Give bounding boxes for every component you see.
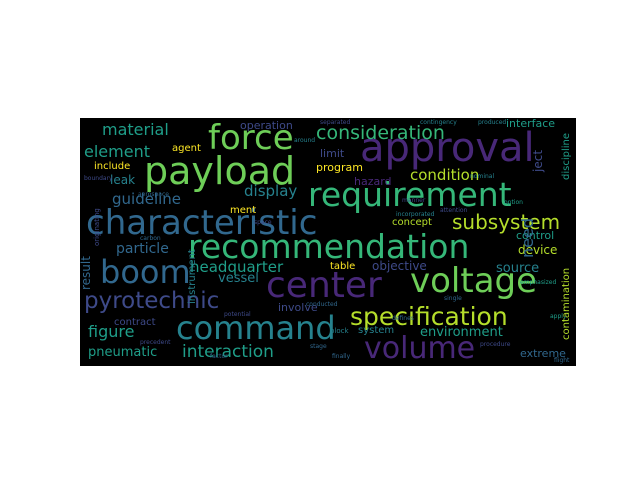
word-device: device (518, 243, 558, 257)
word-factor: factor (210, 353, 228, 360)
word-concept: concept (392, 217, 432, 228)
word-characteristic: characteristic (86, 203, 318, 243)
word-volume: volume (364, 331, 476, 366)
word-ject: ject (531, 149, 545, 172)
word-condition: condition (410, 166, 480, 184)
word-requirement: requirement (308, 175, 512, 214)
word-leak: leak (110, 173, 136, 187)
word-control: control (516, 229, 555, 242)
word-apply: apply (550, 313, 567, 320)
word-aerospace: aerospace (138, 191, 169, 198)
word-need: need (518, 218, 537, 258)
word-extreme: extreme (520, 347, 566, 360)
word-subsystem: subsystem (452, 210, 561, 234)
word-program: program (316, 161, 363, 174)
word-interaction: interaction (182, 342, 274, 362)
word-system: system (358, 325, 395, 336)
word-originating: originating (93, 208, 101, 246)
word-contract: contract (114, 317, 156, 328)
word-produced: produced (478, 119, 507, 126)
word-incorporated: incorporated (396, 211, 435, 218)
word-discipline: discipline (561, 132, 572, 180)
word-interface: interface (506, 118, 556, 130)
word-guideline: guideline (112, 190, 182, 208)
word-element: element (84, 142, 150, 161)
word-hazard: hazard (354, 175, 392, 188)
word-particle: particle (116, 241, 169, 257)
word-operation: operation (240, 119, 293, 132)
word-headquarter: headquarter (190, 258, 284, 276)
word-procedure: procedure (480, 341, 511, 348)
word-option: option (504, 199, 523, 206)
word-defines: defines (392, 315, 414, 322)
word-single: single (444, 295, 462, 302)
word-stage: stage (310, 343, 327, 350)
word-precedent: precedent (140, 339, 171, 346)
word-figure: figure (88, 322, 135, 341)
word-source: source (496, 261, 540, 276)
word-block: block (330, 327, 349, 335)
word-voltage: voltage (410, 261, 538, 301)
word-include: include (94, 161, 131, 172)
word-flight: flight (554, 357, 570, 364)
word-instrument: instrument (187, 249, 198, 304)
word-carbon: carbon (140, 235, 161, 242)
word-pneumatic: pneumatic (88, 345, 158, 360)
word-vessel: vessel (218, 271, 259, 286)
word-around: around (294, 137, 316, 144)
word-space: space (254, 219, 272, 226)
word-nominal: nominal (470, 173, 495, 180)
word-result: result (80, 256, 93, 290)
word-center: center (266, 265, 382, 306)
word-recommendation: recommendation (188, 227, 470, 266)
word-payload: payload (144, 149, 296, 193)
word-material: material (102, 120, 169, 139)
word-contamination: contamination (561, 267, 572, 340)
word-consideration: consideration (316, 122, 445, 144)
word-pyrotechnic: pyrotechnic (84, 288, 220, 314)
word-limit: limit (320, 147, 345, 160)
word-attention: attention (440, 207, 468, 214)
word-objective: objective (372, 259, 427, 273)
word-command: command (176, 309, 336, 347)
word-involve: involve (278, 301, 318, 314)
word-agent: agent (172, 143, 201, 154)
word-boundary: boundary (84, 175, 113, 182)
word-conducted: conducted (306, 301, 338, 308)
word-force: force (208, 118, 294, 158)
word-cloud: approval force payload requirement chara… (80, 118, 576, 366)
word-approval: approval (360, 125, 535, 171)
word-potential: potential (224, 311, 251, 318)
word-manner: manner (402, 197, 426, 204)
word-contingency: contingency (420, 119, 457, 126)
word-separated: separated (320, 119, 351, 126)
word-boom: boom (100, 253, 191, 291)
word-specification: specification (350, 302, 508, 331)
word-ment: ment (230, 205, 257, 216)
word-finally: finally (332, 353, 351, 360)
word-environment: environment (420, 325, 503, 340)
word-table: table (330, 261, 356, 272)
word-emphasized: emphasized (520, 279, 557, 286)
word-display: display (244, 182, 298, 200)
